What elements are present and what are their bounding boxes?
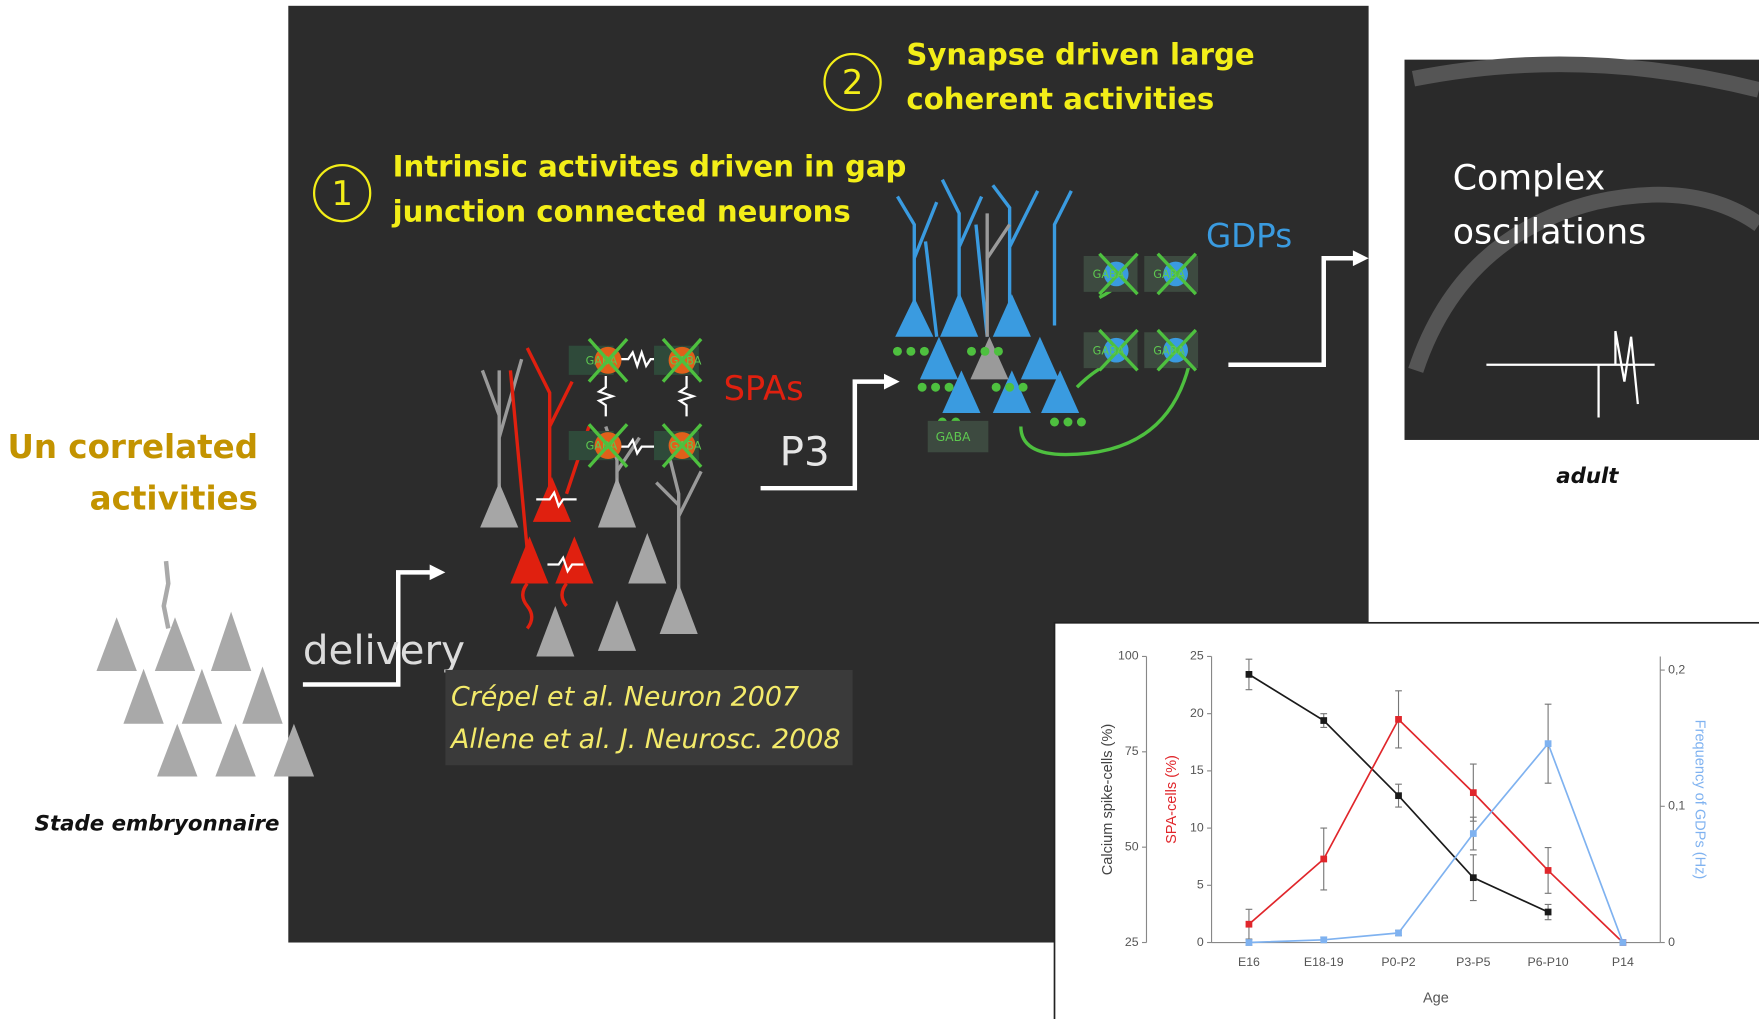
y-tick-label: 5: [1197, 878, 1204, 892]
step-text: Intrinsic activites driven in gap: [393, 149, 907, 183]
axis-title: Frequency of GDPs (Hz): [1692, 720, 1708, 880]
delivery-label: delivery: [303, 627, 465, 674]
gaba-label: GABA: [936, 430, 971, 444]
y-tick-label: 10: [1190, 820, 1204, 834]
x-tick-label: E18-19: [1304, 955, 1344, 969]
step-text: coherent activities: [906, 82, 1214, 116]
image-text: Complex: [1453, 159, 1606, 199]
spas-label: SPAs: [724, 369, 804, 408]
y-tick-label: 100: [1118, 649, 1139, 663]
point: [1620, 939, 1627, 946]
axis-title: SPA-cells (%): [1164, 755, 1180, 844]
y-tick-label: 25: [1190, 649, 1204, 663]
point: [1545, 909, 1552, 916]
x-tick-label: P0-P2: [1381, 955, 1415, 969]
point: [1545, 867, 1552, 874]
y-tick-label: 75: [1125, 744, 1139, 758]
x-tick-label: P14: [1612, 955, 1634, 969]
x-tick-label: E16: [1238, 955, 1260, 969]
point: [1246, 671, 1253, 678]
p3-label: P3: [780, 429, 830, 476]
embryonic-neurons: [96, 561, 314, 776]
gaba-label: GABA: [1153, 268, 1185, 281]
step-text: Synapse driven large: [906, 37, 1254, 71]
left-caption: Stade embryonnaire: [35, 812, 280, 837]
gaba-label: GABA: [1093, 268, 1125, 281]
y-tick-label: 0: [1197, 935, 1204, 949]
point: [1320, 856, 1327, 863]
point: [1320, 717, 1327, 724]
y-tick-label: 0,1: [1668, 799, 1685, 813]
gdps-label: GDPs: [1206, 217, 1292, 255]
point: [1246, 921, 1253, 928]
y-tick-label: 50: [1125, 839, 1139, 853]
adult-caption: adult: [1556, 464, 1619, 489]
point: [1395, 716, 1402, 723]
gaba-label: GABA: [1153, 344, 1185, 357]
point: [1545, 740, 1552, 747]
step-text: junction connected neurons: [392, 194, 851, 228]
point: [1470, 874, 1477, 881]
point: [1470, 830, 1477, 837]
point: [1395, 792, 1402, 799]
point: [1470, 789, 1477, 796]
y-tick-label: 0: [1668, 935, 1675, 949]
axis-title: Calcium spike-cells (%): [1100, 724, 1116, 875]
y-tick-label: 0,2: [1668, 662, 1685, 676]
reference: Crépel et al. Neuron 2007: [451, 681, 799, 712]
reference: Allene et al. J. Neurosc. 2008: [449, 724, 840, 755]
y-tick-label: 25: [1125, 935, 1139, 949]
left-title: Un correlated: [7, 428, 258, 466]
y-tick-label: 20: [1190, 706, 1204, 720]
left-title: activities: [90, 480, 258, 518]
slide: Un correlated activities Stade embryonna…: [0, 0, 1759, 1019]
x-tick-label: P6-P10: [1528, 955, 1569, 969]
point: [1395, 930, 1402, 937]
x-tick-label: P3-P5: [1456, 955, 1490, 969]
point: [1246, 939, 1253, 946]
image-text: oscillations: [1453, 213, 1647, 253]
point: [1320, 936, 1327, 943]
x-axis-title: Age: [1423, 990, 1449, 1006]
step-number: 2: [842, 63, 863, 102]
y-tick-label: 15: [1190, 763, 1204, 777]
gaba-label: GABA: [1093, 344, 1125, 357]
step-number: 1: [331, 174, 352, 213]
